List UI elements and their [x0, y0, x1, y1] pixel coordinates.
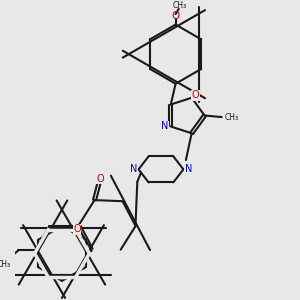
Text: CH₃: CH₃: [172, 2, 186, 10]
Text: O: O: [73, 224, 81, 234]
Text: CH₃: CH₃: [225, 112, 239, 122]
Text: N: N: [161, 122, 169, 131]
Text: O: O: [172, 11, 180, 22]
Text: N: N: [185, 164, 192, 174]
Text: O: O: [96, 174, 104, 184]
Text: N: N: [130, 164, 137, 174]
Text: CH₃: CH₃: [0, 260, 11, 269]
Text: O: O: [192, 90, 199, 100]
